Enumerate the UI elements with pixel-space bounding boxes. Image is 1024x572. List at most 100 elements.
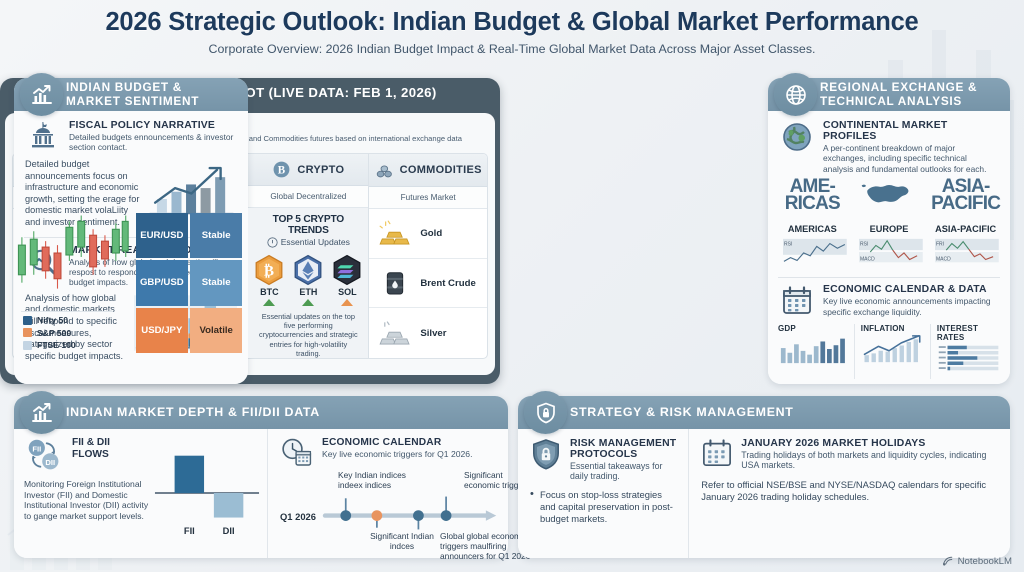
timeline-event-label: Significant economic trigger [464, 470, 526, 490]
info-circle-icon [267, 237, 278, 248]
svg-text:MACD: MACD [860, 257, 875, 263]
globe-icon [774, 73, 817, 116]
holidays-title: JANUARY 2026 MARKET HOLIDAYS [741, 438, 926, 449]
forex-grid: EUR/USD Stable GBP/USD Stable USD/JPY Vo… [135, 213, 243, 353]
svg-text:DII: DII [223, 526, 235, 536]
gold-bars-icon [379, 220, 411, 245]
bar-chart-growth-icon [20, 73, 63, 116]
silver-bars-icon [379, 321, 411, 345]
calendar-title: ECONOMIC CALENDAR [322, 437, 442, 448]
coin-eth[interactable]: ETH [292, 254, 324, 306]
continent-label: ASIA-PACIFIC [935, 224, 997, 235]
bottom-left-header: INDIAN MARKET DEPTH & FII/DII DATA [14, 391, 508, 434]
commodities-stack-icon [376, 164, 392, 177]
continent-big-label: AME-RICAS [784, 176, 841, 215]
page-title: 2026 Strategic Outlook: Indian Budget & … [105, 8, 919, 36]
left-panel-title-line2: MARKET SENTIMENT [66, 93, 200, 108]
crypto-updates-label: Essential Updates [280, 237, 350, 248]
forex-pair[interactable]: GBP/USD [135, 260, 188, 306]
section-title: FISCAL POLICY NARRATIVE [69, 120, 216, 131]
sparkline-americas: RSI [778, 237, 848, 272]
continent-profiles: AME-RICAS ASIA-PACIFIC [768, 174, 1010, 221]
page-subtitle: Corporate Overview: 2026 Indian Budget I… [208, 42, 816, 56]
column-subtitle: Futures Market [369, 187, 487, 209]
commodity-row[interactable]: Brent Crude [369, 259, 487, 309]
bottom-left-title: INDIAN MARKET DEPTH & FII/DII DATA [66, 404, 320, 419]
coin-sol[interactable]: SOL [331, 254, 363, 306]
commodity-name: Gold [420, 227, 443, 239]
section-title: CONTINENTAL MARKET PROFILES [823, 120, 948, 142]
trend-up-icon [263, 298, 276, 306]
indices-chart-area: Nifty 50 S&P 500 FTSE 100 [13, 209, 130, 358]
left-panel-header: INDIAN BUDGET & MARKET SENTIMENT [14, 73, 248, 116]
column-header: B CRYPTO [248, 154, 369, 187]
commodity-name: Silver [420, 327, 447, 339]
economic-metrics: GDP INFLATION [768, 318, 1010, 380]
column-title: CRYPTO [297, 163, 345, 176]
calendar-icon [703, 439, 732, 467]
section-subtitle: Key live economic announcements impactin… [823, 296, 991, 317]
flows-body: Monitoring Foreign Institutional Investo… [24, 479, 149, 521]
continent-europe[interactable] [851, 178, 927, 221]
continent-asia-pacific[interactable]: ASIA-PACIFIC [928, 177, 1004, 221]
forex-status: Volatile [190, 307, 243, 353]
column-commodities[interactable]: COMMODITIES Futures Market [369, 154, 487, 358]
solana-hex-icon [333, 254, 361, 286]
forex-pair[interactable]: USD/JPY [135, 307, 188, 353]
coin-btc[interactable]: ₿ BTC [253, 254, 285, 306]
fii-dii-cycle-icon: FII DII [28, 439, 59, 470]
oil-barrel-icon [387, 272, 404, 295]
bar-chart-arrow-icon [149, 166, 234, 215]
section-economic-calendar-data: ECONOMIC CALENDAR & DATA Key live econom… [768, 278, 1010, 318]
risk-subtitle: Essential takeaways for daily trading. [570, 461, 663, 482]
commodities-area: Gold Brent Crude [369, 209, 487, 358]
coin-name: BTC [260, 286, 279, 297]
column-crypto[interactable]: B CRYPTO Global Decentralized TOP 5 CRYP… [248, 154, 370, 358]
legend-swatch [23, 340, 32, 350]
metric-interest-rates: INTEREST RATES [929, 324, 1000, 380]
crypto-area: TOP 5 CRYPTO TRENDS Essential Updates [248, 207, 369, 358]
svg-text:DII: DII [45, 458, 55, 467]
metric-label: INTEREST RATES [936, 324, 979, 343]
right-panel-title-line2: TECHNICAL ANALYSIS [820, 93, 962, 108]
divider [24, 236, 238, 238]
metric-label: GDP [778, 324, 796, 334]
section-subtitle: Detailed budgets ennouncements & investo… [69, 132, 234, 153]
risk-title: RISK MANAGEMENT PROTOCOLS [570, 438, 677, 460]
sparkline-asia-pacific: FRI MACD [930, 237, 1000, 272]
left-panel-title-line1: INDIAN BUDGET & [66, 80, 183, 94]
technical-sparklines: RSI RSI MACD [768, 234, 1010, 272]
coin-name: SOL [338, 286, 357, 297]
continent-label: AMERICAS [787, 224, 837, 235]
right-panel-title-line1: REGIONAL EXCHANGE & [820, 80, 978, 94]
commodity-row[interactable]: Gold [369, 209, 487, 259]
forex-pair[interactable]: EUR/USD [135, 213, 188, 259]
section-subtitle: A per-continent breakdown of major excha… [823, 143, 987, 174]
legend-item: S&P 500 [23, 328, 76, 338]
flows-title-line2: FLOWS [72, 448, 109, 460]
svg-text:FII: FII [32, 444, 41, 453]
flows-title-line1: FII & DII [72, 437, 110, 448]
section-continental-market-profiles: CONTINENTAL MARKET PROFILES A per-contin… [768, 111, 1010, 174]
metric-gdp: GDP [778, 324, 848, 379]
panel-indian-market-depth: INDIAN MARKET DEPTH & FII/DII DATA FII D… [14, 391, 530, 561]
holidays-subtitle: Trading holidays of both markets and liq… [741, 450, 987, 471]
section-fiscal-policy-narrative: FISCAL POLICY NARRATIVE Detailed budgets… [14, 111, 248, 229]
clock-calendar-icon [282, 438, 312, 466]
globe-earth-icon [779, 120, 815, 154]
timeline: Q1 2026 Key Indian indices indeex indi [280, 470, 530, 560]
trend-down-icon [341, 298, 354, 306]
continent-americas[interactable]: AME-RICAS [774, 176, 850, 221]
section-body: Detailed budget announcements focus on i… [25, 159, 140, 227]
legend-label: S&P 500 [37, 327, 72, 338]
section-body: Analysis of how global and domestic mark… [25, 292, 124, 361]
fii-dii-flows-section: FII DII FII & DII FLOWS Monitoring Forei… [14, 429, 267, 558]
ethereum-hex-icon [294, 254, 322, 286]
legend-label: Nifty 50 [37, 315, 69, 325]
candlestick-chart [17, 215, 129, 289]
svg-text:B: B [278, 165, 286, 177]
panel-strategy-risk-management: STRATEGY & RISK MANAGEMENT RISK MANAGEME… [518, 391, 1010, 558]
top-row: INDIAN BUDGET & MARKET SENTIMENT [0, 73, 1024, 388]
commodity-row[interactable]: Silver [369, 308, 487, 358]
commodity-name: Brent Crude [420, 277, 476, 289]
